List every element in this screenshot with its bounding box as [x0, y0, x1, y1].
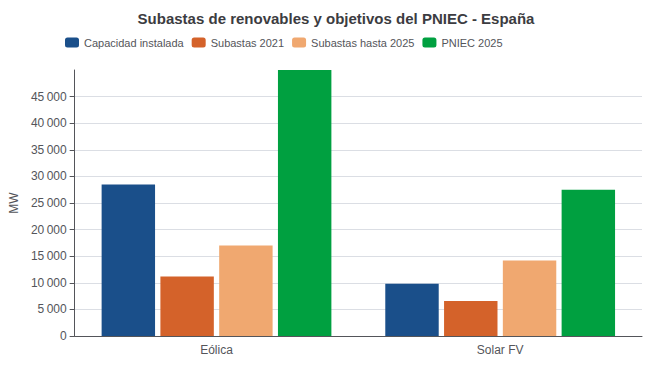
svg-text:Capacidad instalada: Capacidad instalada [84, 37, 185, 49]
svg-text:25 000: 25 000 [31, 196, 67, 210]
svg-text:Subastas hasta 2025: Subastas hasta 2025 [311, 37, 414, 49]
svg-text:0: 0 [60, 329, 67, 343]
svg-text:MW: MW [7, 192, 21, 214]
svg-text:Solar FV: Solar FV [477, 343, 524, 357]
svg-text:PNIEC 2025: PNIEC 2025 [441, 37, 502, 49]
svg-text:30 000: 30 000 [31, 169, 67, 183]
svg-text:10 000: 10 000 [31, 276, 67, 290]
svg-text:Subastas 2021: Subastas 2021 [211, 37, 284, 49]
svg-text:15 000: 15 000 [31, 249, 67, 263]
svg-text:Subastas de renovables y objet: Subastas de renovables y objetivos del P… [138, 10, 535, 27]
svg-text:5 000: 5 000 [38, 302, 67, 316]
svg-text:35 000: 35 000 [31, 143, 67, 157]
svg-text:20 000: 20 000 [31, 223, 67, 237]
svg-text:45 000: 45 000 [31, 90, 67, 104]
svg-text:Eólica: Eólica [200, 343, 233, 357]
svg-text:40 000: 40 000 [31, 116, 67, 130]
